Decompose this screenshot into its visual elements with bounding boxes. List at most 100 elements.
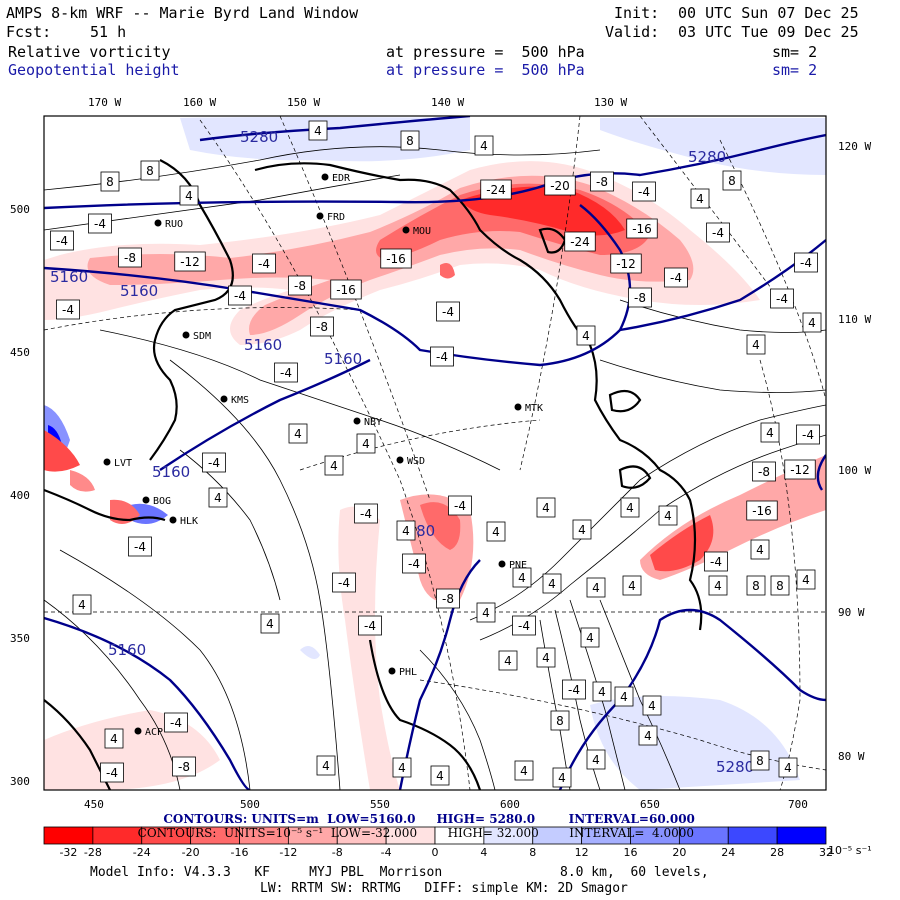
vorticity-label-text: 8 bbox=[728, 174, 736, 188]
vorticity-label-text: -4 bbox=[802, 428, 814, 442]
top-lon-label: 160 W bbox=[183, 96, 216, 109]
vorticity-label-box bbox=[208, 487, 228, 508]
vorticity-label-text: 4 bbox=[214, 491, 222, 505]
vorticity-label-text: 4 bbox=[598, 685, 606, 699]
vorticity-label-box bbox=[590, 171, 614, 192]
vorticity-contour-label: -8 bbox=[288, 275, 312, 296]
negative-vorticity-spot bbox=[440, 262, 455, 279]
vorticity-label-box bbox=[580, 627, 600, 648]
station-dot bbox=[154, 219, 162, 227]
colorbar-segment bbox=[727, 826, 778, 845]
vorticity-contour-label: 4 bbox=[576, 325, 596, 346]
vorticity-label-text: 8 bbox=[406, 134, 414, 148]
vorticity-label-text: -4 bbox=[360, 507, 372, 521]
vorticity-label-box bbox=[118, 247, 142, 268]
vorticity-label-text: -8 bbox=[124, 251, 136, 265]
vorticity-label-box bbox=[288, 275, 312, 296]
vorticity-label-text: 4 bbox=[548, 577, 556, 591]
vorticity-contour-label: -4 bbox=[632, 181, 656, 202]
vorticity-label-text: 8 bbox=[752, 579, 760, 593]
vorticity-label-box bbox=[622, 575, 642, 596]
vorticity-label-box bbox=[202, 452, 226, 473]
model-info: Model Info: V4.3.3 KF MYJ PBL Morrison bbox=[90, 865, 443, 880]
vorticity-contour-label: 4 bbox=[638, 725, 658, 746]
vorticity-label-text: 4 bbox=[314, 124, 322, 138]
vorticity-label-text: 4 bbox=[266, 617, 274, 631]
vorticity-label-box bbox=[380, 248, 412, 269]
field1-name: Relative vorticity bbox=[8, 43, 171, 61]
vorticity-label-box bbox=[778, 757, 798, 778]
station-label: RUO bbox=[165, 219, 183, 230]
bottom-x-label: 650 bbox=[640, 798, 660, 811]
right-lon-label: 120 W bbox=[838, 140, 871, 153]
vort-contour-high-label: HIGH= bbox=[447, 826, 493, 840]
station-dot bbox=[134, 727, 142, 735]
vorticity-label-text: -8 bbox=[316, 320, 328, 334]
negative-vorticity-west bbox=[44, 430, 80, 472]
coastlines bbox=[44, 159, 703, 790]
vorticity-label-text: 4 bbox=[578, 523, 586, 537]
vorticity-label-box bbox=[288, 423, 308, 444]
vorticity-label-text: -4 bbox=[170, 716, 182, 730]
vorticity-label-box bbox=[476, 602, 496, 623]
vorticity-contour-label: -8 bbox=[628, 287, 652, 308]
vorticity-label-box bbox=[356, 433, 376, 454]
vorticity-label-text: -4 bbox=[208, 456, 220, 470]
station-dot bbox=[169, 516, 177, 524]
station-label: SDM bbox=[193, 331, 211, 342]
vorticity-label-box bbox=[752, 461, 776, 482]
vorticity-label-box bbox=[770, 288, 794, 309]
vorticity-contour-label: -8 bbox=[590, 171, 614, 192]
vorticity-label-text: -16 bbox=[386, 252, 406, 266]
vorticity-contour-label: 4 bbox=[690, 188, 710, 209]
map-plot-area bbox=[44, 116, 826, 790]
height-contour-high: 5280.0 bbox=[489, 812, 536, 826]
vorticity-label-text: -24 bbox=[486, 183, 506, 197]
vorticity-label-box bbox=[784, 459, 816, 480]
vorticity-contour-label: -4 bbox=[664, 267, 688, 288]
colorbar-tick-label: 20 bbox=[672, 846, 686, 859]
vorticity-label-text: 4 bbox=[802, 573, 810, 587]
right-lon-label: 80 W bbox=[838, 750, 865, 763]
station-dot bbox=[498, 560, 506, 568]
vorticity-label-box bbox=[330, 279, 362, 300]
vorticity-label-box bbox=[794, 252, 818, 273]
vorticity-label-box bbox=[104, 728, 124, 749]
vorticity-label-box bbox=[72, 594, 92, 615]
vorticity-label-box bbox=[448, 495, 472, 516]
vort-contour-int-label: INTERVAL= bbox=[569, 826, 645, 840]
vorticity-contour-label: 4 bbox=[658, 505, 678, 526]
init-label: Init: bbox=[614, 4, 660, 22]
station-dot bbox=[396, 456, 404, 464]
colorbar-tick-label: 16 bbox=[624, 846, 638, 859]
vorticity-label-box bbox=[316, 755, 336, 776]
station-dot bbox=[182, 331, 190, 339]
vorticity-label-box bbox=[552, 767, 572, 788]
vorticity-contour-label: -4 bbox=[354, 503, 378, 524]
vorticity-label-box bbox=[260, 613, 280, 634]
vorticity-label-box bbox=[626, 218, 658, 239]
height-contour-label: 5160 bbox=[120, 282, 158, 300]
vorticity-label-box bbox=[252, 253, 276, 274]
height-contour-int-label: INTERVAL= bbox=[568, 812, 649, 826]
vorticity-label-box bbox=[486, 521, 506, 542]
vorticity-label-text: 4 bbox=[542, 651, 550, 665]
vorticity-label-text: 4 bbox=[714, 579, 722, 593]
vorticity-label-box bbox=[750, 539, 770, 560]
colorbar-units: 10⁻⁵ s⁻¹ bbox=[828, 844, 872, 857]
vorticity-label-text: 4 bbox=[402, 524, 410, 538]
vorticity-label-text: 4 bbox=[664, 509, 672, 523]
right-lon-label: 110 W bbox=[838, 313, 871, 326]
vorticity-label-text: 4 bbox=[110, 732, 118, 746]
height-contour-high-label: HIGH= bbox=[436, 812, 486, 826]
vorticity-contour-label: 8 bbox=[746, 575, 766, 596]
vorticity-contour-label: -8 bbox=[752, 461, 776, 482]
vorticity-label-box bbox=[750, 750, 770, 771]
top-lon-label: 130 W bbox=[594, 96, 627, 109]
vorticity-label-text: -8 bbox=[758, 465, 770, 479]
model-physics: LW: RRTM SW: RRTMG DIFF: simple KM: 2D S… bbox=[260, 881, 628, 896]
vorticity-label-box bbox=[128, 536, 152, 557]
vorticity-contour-label: -4 bbox=[704, 551, 728, 572]
vorticity-label-text: -4 bbox=[436, 350, 448, 364]
colorbar-segment bbox=[776, 826, 827, 845]
